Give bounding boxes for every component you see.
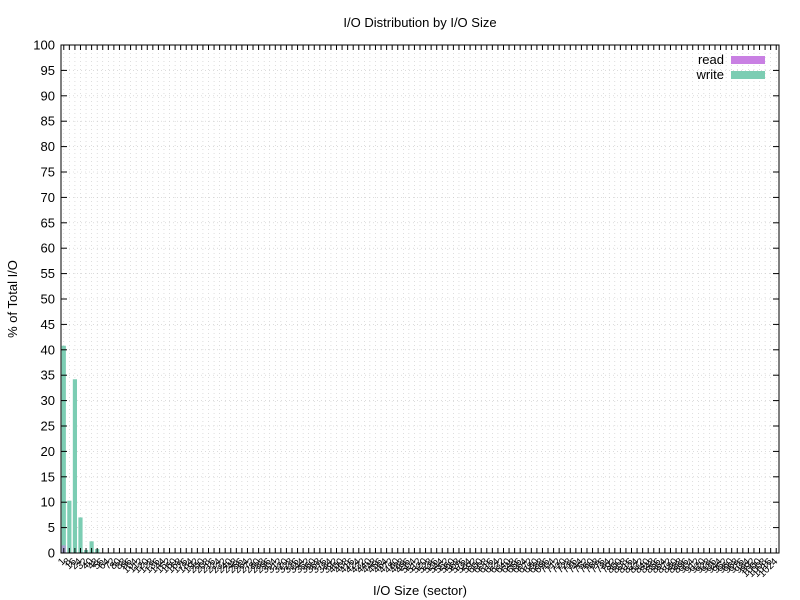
legend-swatch-write (731, 71, 765, 79)
y-tick-label: 25 (41, 419, 55, 434)
y-tick-label: 40 (41, 342, 55, 357)
y-tick-label: 90 (41, 88, 55, 103)
y-tick-label: 15 (41, 469, 55, 484)
y-axis-label: % of Total I/O (5, 260, 20, 338)
y-tick-label: 100 (33, 38, 55, 53)
chart-title: I/O Distribution by I/O Size (343, 15, 496, 30)
y-tick-label: 35 (41, 368, 55, 383)
y-tick-label: 45 (41, 317, 55, 332)
grid (61, 45, 779, 553)
y-tick-label: 10 (41, 495, 55, 510)
bar-write (89, 541, 94, 553)
legend-label-write: write (696, 67, 724, 82)
y-tick-label: 75 (41, 165, 55, 180)
bar-write (72, 379, 78, 553)
legend-swatch-read (731, 56, 765, 64)
y-tick-label: 55 (41, 266, 55, 281)
y-tick-label: 30 (41, 393, 55, 408)
y-tick-label: 5 (48, 520, 55, 535)
y-tick-label: 85 (41, 114, 55, 129)
bar-write (61, 345, 66, 553)
y-tick-label: 80 (41, 139, 55, 154)
y-tick-label: 60 (41, 241, 55, 256)
ticks: 0 5 10 15 20 25 30 35 40 45 50 55 60 65 70 75 80 85 90 95 10… (33, 38, 780, 580)
x-axis-label: I/O Size (sector) (373, 583, 467, 598)
bar-write (78, 517, 83, 553)
bar-write (67, 500, 72, 553)
y-tick-label: 50 (41, 292, 55, 307)
y-tick-label: 95 (41, 63, 55, 78)
y-tick-label: 20 (41, 444, 55, 459)
legend-label-read: read (698, 52, 724, 67)
y-tick-label: 0 (48, 546, 55, 561)
y-tick-label: 70 (41, 190, 55, 205)
y-tick-label: 65 (41, 215, 55, 230)
